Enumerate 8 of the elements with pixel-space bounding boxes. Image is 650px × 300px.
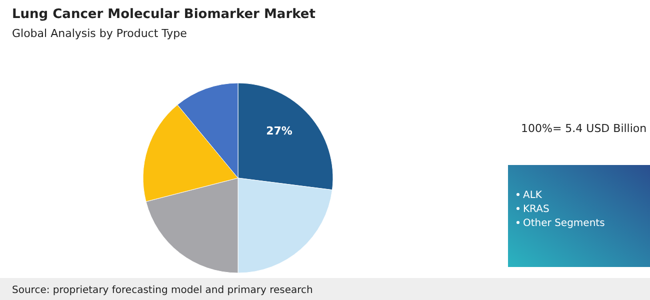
text: ALK [523, 190, 542, 201]
data-label: 27% [266, 124, 292, 138]
text: Other Segments [523, 218, 605, 229]
source-note: Source: proprietary forecasting model and primary research [12, 285, 313, 296]
chart-subtitle: Global Analysis by Product Type [12, 27, 188, 40]
chart-title: Lung Cancer Molecular Biomarker Market [12, 7, 316, 22]
text: KRAS [523, 204, 550, 215]
text: 100%= 5.4 USD Billion [521, 122, 647, 135]
